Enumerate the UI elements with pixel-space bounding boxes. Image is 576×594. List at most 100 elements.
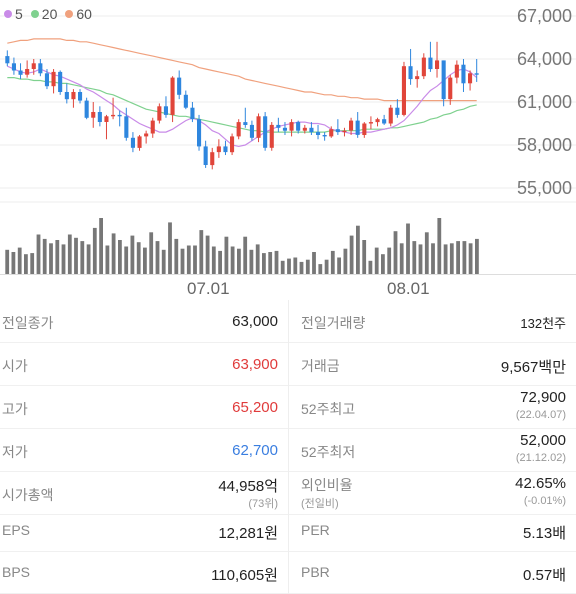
volume-bar (5, 249, 10, 274)
volume-bar (30, 253, 35, 274)
candle-body (51, 71, 56, 87)
candle-body (44, 73, 49, 87)
candle-body (448, 77, 453, 100)
stat-per: PER 5.13배 (289, 509, 576, 552)
stat-low: 저가 62,700 (0, 429, 288, 472)
volume-bar (174, 238, 179, 274)
stats-divider (288, 300, 289, 594)
volume-bar (393, 231, 398, 274)
stat-label: 전일거래량 (301, 315, 366, 331)
stat-52w-high: 52주최고 72,900 (22.04.07) (289, 386, 576, 429)
volume-bar (218, 250, 222, 274)
stat-value: 42.65% (515, 475, 566, 492)
volume-bar (118, 240, 122, 274)
stat-value: 110,605원 (211, 567, 278, 584)
volume-bar (280, 260, 285, 274)
stat-prev-close: 전일종가 63,000 (0, 300, 288, 343)
candle-body (263, 116, 268, 148)
candle-body (282, 127, 287, 131)
stat-value: 0.57배 (523, 567, 566, 584)
volume-bar (343, 248, 348, 274)
volume-bar (11, 252, 16, 274)
volume-bar (406, 223, 410, 274)
stat-pbr: PBR 0.57배 (289, 551, 576, 594)
candle-body (97, 112, 102, 122)
candle-body (461, 64, 466, 84)
candle-body (302, 127, 307, 131)
stat-label: 52주최고 (301, 401, 356, 417)
candle-body (31, 63, 36, 69)
y-tick-label: 58,000 (516, 135, 572, 155)
candle-body (58, 71, 63, 92)
candle-body (91, 112, 96, 118)
volume-bar (80, 241, 85, 274)
volume-bar (224, 236, 229, 274)
stat-open: 시가 63,900 (0, 343, 288, 386)
candle-body (421, 57, 426, 77)
candle-body (454, 64, 459, 78)
volume-bar (412, 241, 417, 274)
stat-value: 52,000 (520, 432, 566, 449)
volume-bar (362, 240, 367, 274)
legend-ma20-dot (30, 10, 39, 18)
volume-bar (105, 245, 110, 274)
candle-body (130, 137, 135, 148)
volume-bar (381, 254, 385, 274)
volume-bar (437, 218, 442, 274)
volume-bar (243, 236, 248, 274)
volume-bar (268, 252, 273, 274)
stat-label: 고가 (2, 401, 28, 417)
volume-bar (67, 234, 72, 274)
stat-trade-amount: 거래금 9,567백만 (289, 343, 576, 386)
volume-bar (449, 243, 454, 274)
volume-bar (456, 241, 460, 274)
volume-bar (399, 243, 404, 274)
candle-body (64, 92, 69, 100)
candle-body (104, 116, 109, 122)
stat-high: 고가 65,200 (0, 386, 288, 429)
volume-bar (468, 243, 473, 274)
candle-body (203, 146, 208, 165)
legend-ma20-label: 20 (41, 6, 58, 22)
stat-prev-volume: 전일거래량 132천주 (289, 300, 576, 343)
volume-bar (374, 247, 379, 274)
legend-ma5-label: 5 (15, 6, 23, 22)
volume-bar (168, 222, 172, 274)
stat-value: 65,200 (232, 399, 278, 416)
volume-bar (199, 230, 204, 274)
volume-bar (337, 257, 341, 274)
stat-foreign-ratio: 외인비율 (전일비) 42.65% (-0.01%) (289, 472, 576, 515)
candle-body (230, 136, 235, 153)
stat-value: 63,000 (232, 313, 278, 330)
candle-body (183, 94, 188, 108)
candle-body (316, 132, 321, 135)
y-tick-label: 64,000 (516, 49, 572, 69)
candle-body (18, 70, 23, 75)
ma5-line (7, 65, 478, 148)
candle-body (25, 69, 30, 75)
stat-value: 72,900 (520, 389, 566, 406)
stat-label: 저가 (2, 444, 28, 460)
volume-bar (330, 250, 335, 274)
volume-bar (418, 244, 423, 274)
ma60-line (7, 38, 477, 102)
candle-body (177, 77, 182, 95)
volume-bar (161, 249, 166, 274)
volume-bar (186, 245, 191, 274)
candle-body (355, 120, 360, 135)
candle-body (335, 129, 340, 133)
volume-bar (155, 241, 160, 274)
legend-ma60-dot (65, 10, 74, 18)
volume-bar (24, 254, 28, 274)
volume-bar (318, 264, 323, 274)
candle-body (210, 152, 215, 166)
y-tick-label: 55,000 (516, 178, 572, 198)
volume-bar (205, 235, 210, 274)
volume-bar (349, 235, 354, 274)
volume-bar (293, 257, 298, 274)
volume-bar (49, 243, 53, 274)
volume-bar (136, 242, 141, 274)
candle-body (309, 127, 314, 133)
candle-body (144, 133, 149, 137)
stat-value: 12,281원 (218, 525, 278, 542)
